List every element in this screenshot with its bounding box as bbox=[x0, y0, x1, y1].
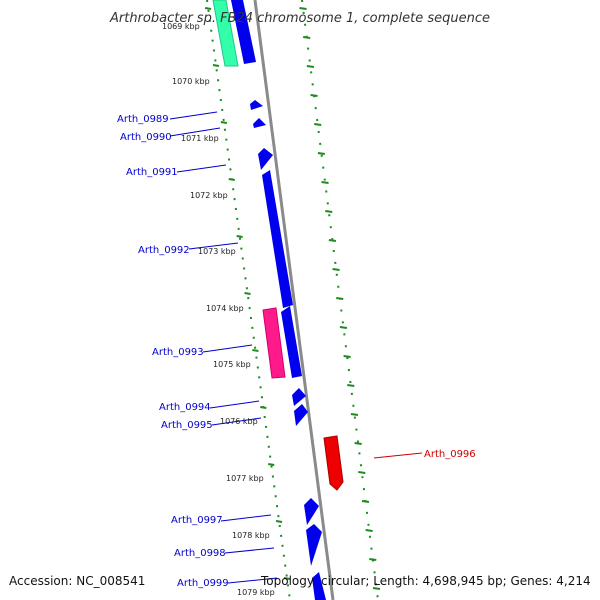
gene-label-arth-0994[interactable]: Arth_0994 bbox=[159, 402, 211, 413]
gc-dash bbox=[328, 239, 337, 242]
gene-label-arth-0995[interactable]: Arth_0995 bbox=[161, 420, 213, 431]
tick-label: 1071 kbp bbox=[181, 134, 219, 143]
gc-dash bbox=[310, 94, 318, 97]
tick-label: 1074 kbp bbox=[206, 304, 244, 313]
tick-label: 1078 kbp bbox=[232, 531, 270, 540]
gene-label-arth-0998[interactable]: Arth_0998 bbox=[174, 548, 226, 559]
gc-ring-inner bbox=[206, 0, 291, 600]
gc-dash bbox=[260, 406, 267, 409]
gc-dash bbox=[354, 442, 362, 445]
tick-label: 1076 kbp bbox=[220, 417, 258, 426]
gc-dash bbox=[306, 65, 315, 68]
gc-dash bbox=[275, 520, 283, 523]
track-band bbox=[193, 0, 400, 600]
gene-arrow-arth-0997 bbox=[304, 498, 319, 525]
gc-dash bbox=[220, 121, 228, 124]
gc-dash bbox=[365, 529, 373, 532]
gc-dash bbox=[303, 36, 311, 39]
gc-dash bbox=[244, 292, 251, 295]
gc-dash bbox=[268, 463, 275, 466]
gc-dash bbox=[252, 349, 259, 352]
gene-arrow-arth-0996 bbox=[323, 435, 344, 491]
gc-dash bbox=[212, 64, 220, 67]
gc-dash bbox=[350, 413, 359, 416]
leader-lines bbox=[169, 111, 423, 584]
gc-dash bbox=[332, 268, 340, 271]
gene-arrow-arth-0993 bbox=[281, 306, 302, 378]
tick-label: 1079 kbp bbox=[237, 588, 275, 597]
gc-dash bbox=[299, 7, 307, 10]
tick-label: 1073 kbp bbox=[198, 247, 236, 256]
gc-dash bbox=[369, 558, 377, 561]
gc-ring-outer-marks bbox=[299, 7, 381, 590]
gene-arrow-arth-0991 bbox=[258, 148, 273, 170]
gc-dash bbox=[347, 384, 355, 387]
gc-dash bbox=[361, 500, 370, 503]
pink-feature bbox=[262, 307, 286, 379]
accession-text: Accession: NC_008541 bbox=[9, 574, 146, 588]
gc-dash bbox=[325, 210, 333, 213]
gc-dash bbox=[283, 577, 291, 580]
gc-dash bbox=[358, 471, 366, 474]
tick-label: 1069 kbp bbox=[162, 22, 200, 31]
gc-dash bbox=[204, 7, 212, 10]
gene-arrow-top bbox=[231, 0, 256, 64]
map-title: Arthrobacter sp. FB24 chromosome 1, comp… bbox=[109, 11, 490, 26]
gene-label-arth-0996[interactable]: Arth_0996 bbox=[424, 449, 476, 460]
gene-arrow-arth-0994 bbox=[292, 388, 306, 406]
gene-label-arth-0997[interactable]: Arth_0997 bbox=[171, 515, 223, 526]
gc-dash bbox=[336, 297, 344, 300]
gene-arrow-arth-0999 bbox=[312, 572, 326, 600]
tick-label: 1072 kbp bbox=[190, 191, 228, 200]
gc-dash bbox=[314, 123, 322, 126]
gc-dash bbox=[343, 355, 351, 358]
gc-dash bbox=[236, 235, 243, 238]
genome-summary-text: Topology: circular; Length: 4,698,945 bp… bbox=[261, 574, 591, 588]
tick-label: 1070 kbp bbox=[172, 77, 210, 86]
gene-arrow-arth-0990 bbox=[253, 118, 266, 128]
gc-dash bbox=[372, 587, 381, 590]
tick-labels: 1069 kbp 1070 kbp 1071 kbp 1072 kbp 1073… bbox=[162, 22, 275, 597]
gene-arrow-arth-0989 bbox=[250, 100, 263, 110]
gene-label-arth-0989[interactable]: Arth_0989 bbox=[117, 114, 169, 125]
gc-dash bbox=[339, 326, 348, 329]
gene-arrow-arth-0998 bbox=[306, 524, 322, 566]
gc-dash bbox=[317, 152, 326, 155]
gene-arrows bbox=[250, 100, 326, 600]
gene-labels: Arth_0989 Arth_0990 Arth_0991 Arth_0992 … bbox=[117, 114, 476, 589]
gene-arrow-arth-0995 bbox=[294, 404, 308, 426]
gc-dash bbox=[321, 181, 329, 184]
gene-label-arth-0993[interactable]: Arth_0993 bbox=[152, 347, 204, 358]
gc-ring-inner-marks bbox=[204, 7, 291, 580]
tick-label: 1075 kbp bbox=[213, 360, 251, 369]
tick-label: 1077 kbp bbox=[226, 474, 264, 483]
gene-arrow-arth-0992 bbox=[262, 170, 293, 308]
green-feature bbox=[212, 0, 239, 67]
gene-label-arth-0999[interactable]: Arth_0999 bbox=[177, 578, 229, 589]
gene-label-arth-0990[interactable]: Arth_0990 bbox=[120, 132, 172, 143]
gene-label-arth-0991[interactable]: Arth_0991 bbox=[126, 167, 178, 178]
gene-label-arth-0992[interactable]: Arth_0992 bbox=[138, 245, 190, 256]
backbone-line bbox=[253, 0, 335, 600]
gc-dash bbox=[228, 178, 235, 181]
